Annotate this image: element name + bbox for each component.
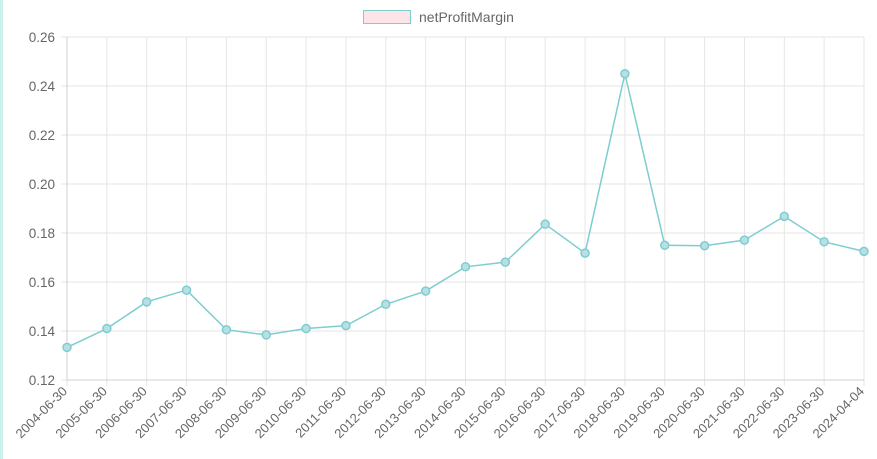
y-tick-label: 0.20	[29, 177, 55, 192]
data-point	[660, 240, 670, 250]
y-tick-label: 0.12	[29, 373, 55, 388]
data-point	[420, 286, 431, 296]
data-point	[620, 69, 630, 79]
y-tick-label: 0.18	[29, 226, 55, 241]
data-point	[181, 285, 192, 295]
data-point	[739, 235, 750, 245]
y-tick-label: 0.24	[29, 79, 56, 94]
y-tick-label: 0.16	[29, 275, 55, 290]
y-tick-label: 0.22	[29, 128, 55, 143]
data-point	[580, 248, 590, 258]
data-point	[301, 323, 311, 334]
axis-layer	[66, 37, 864, 381]
legend-swatch[interactable]	[363, 10, 411, 24]
y-tick-label: 0.26	[29, 30, 55, 45]
y-tick-label: 0.14	[29, 324, 56, 339]
legend[interactable]: netProfitMargin	[363, 8, 514, 26]
data-point	[819, 237, 829, 247]
data-point	[540, 219, 550, 229]
data-point	[859, 246, 869, 257]
data-point	[261, 330, 271, 340]
legend-label[interactable]: netProfitMargin	[419, 9, 514, 25]
point-layer	[62, 69, 869, 353]
data-point	[221, 325, 232, 335]
data-point	[460, 262, 471, 272]
data-point	[141, 297, 152, 307]
label-layer: 0.120.140.160.180.200.220.240.262004-06-…	[12, 30, 867, 441]
grid-layer	[61, 36, 865, 386]
data-point	[341, 320, 351, 331]
data-point	[779, 211, 790, 222]
data-point	[381, 299, 391, 310]
data-point	[699, 240, 710, 251]
left-accent-bar	[0, 0, 3, 459]
data-point	[102, 323, 112, 334]
data-point	[500, 257, 511, 267]
data-point	[62, 342, 72, 353]
